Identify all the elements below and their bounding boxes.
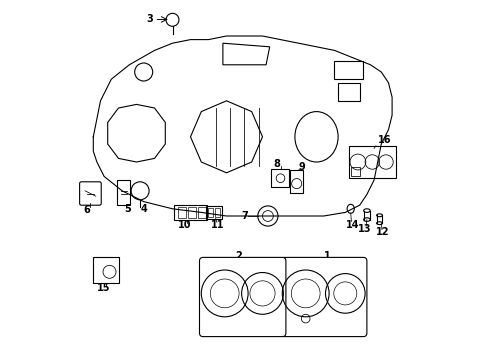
Bar: [178, 207, 185, 218]
Text: 1: 1: [323, 251, 330, 261]
Text: 8: 8: [273, 159, 280, 169]
Bar: [215, 208, 219, 217]
Bar: [271, 169, 289, 187]
Text: 16: 16: [377, 135, 391, 145]
Text: 4: 4: [140, 204, 147, 214]
Bar: [205, 206, 222, 219]
Bar: [174, 205, 206, 220]
FancyBboxPatch shape: [280, 257, 366, 337]
Bar: [350, 167, 359, 176]
Text: 6: 6: [83, 204, 90, 215]
Text: 12: 12: [376, 227, 389, 237]
Text: 10: 10: [178, 220, 191, 230]
Bar: [198, 207, 205, 218]
Bar: [187, 207, 196, 218]
Text: 2: 2: [235, 251, 242, 261]
Bar: [208, 208, 213, 217]
Bar: [117, 180, 130, 205]
Text: 14: 14: [345, 220, 359, 230]
Bar: [289, 170, 303, 193]
Text: 3: 3: [146, 14, 153, 24]
Text: 15: 15: [97, 283, 111, 293]
Text: 11: 11: [210, 220, 224, 230]
Text: 7: 7: [241, 211, 247, 221]
Polygon shape: [93, 36, 391, 216]
FancyBboxPatch shape: [199, 257, 285, 337]
Bar: [93, 257, 118, 283]
Text: 13: 13: [358, 224, 371, 234]
Bar: [348, 146, 395, 178]
Text: 9: 9: [298, 162, 305, 172]
Text: 5: 5: [124, 204, 131, 214]
